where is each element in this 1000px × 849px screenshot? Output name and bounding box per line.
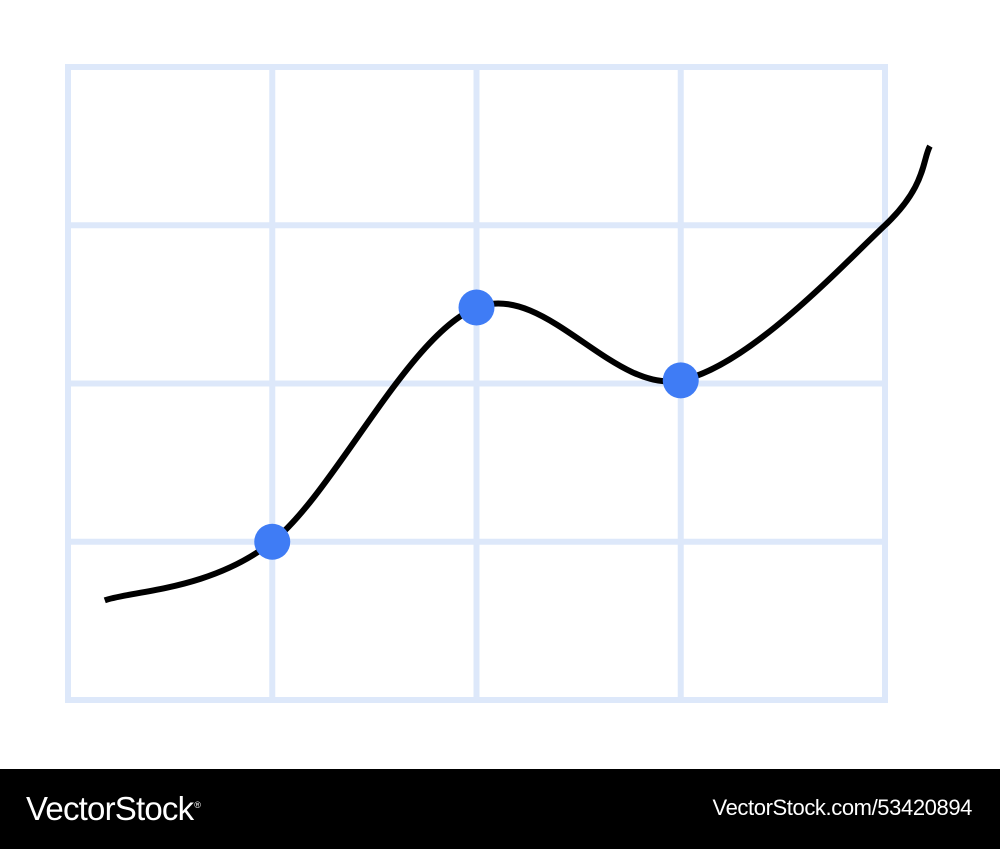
series-markers xyxy=(254,289,699,560)
brand-name: VectorStock xyxy=(26,790,194,827)
curve-line xyxy=(103,144,933,604)
data-point-marker xyxy=(254,523,291,560)
data-point-marker xyxy=(458,289,495,326)
registered-mark: ® xyxy=(194,800,201,810)
chart-area xyxy=(65,64,933,703)
series-line xyxy=(103,144,933,604)
image-id: VectorStock.com/53420894 xyxy=(712,795,973,820)
grid xyxy=(65,64,888,703)
watermark-bar: VectorStock® VectorStock.com/53420894 xyxy=(0,769,1000,849)
data-point-marker xyxy=(662,362,699,399)
line-chart xyxy=(65,64,933,703)
brand-logo: VectorStock® xyxy=(26,787,201,831)
